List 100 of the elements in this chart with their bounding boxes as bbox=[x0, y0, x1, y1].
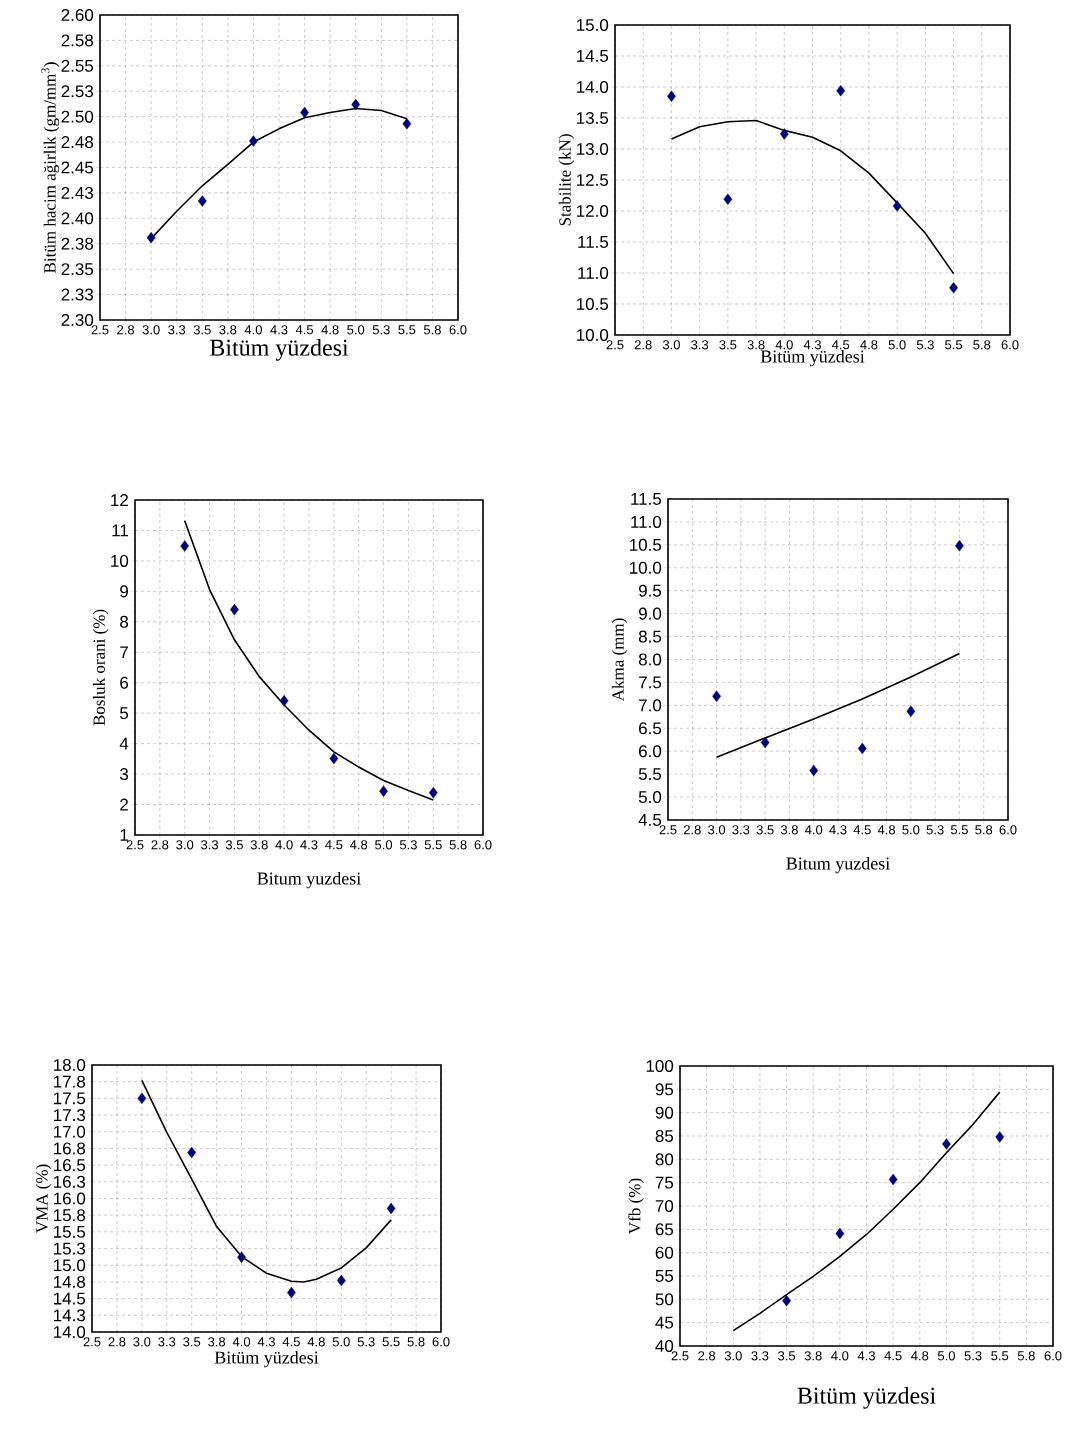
x-tick-label: 5.8 bbox=[1017, 1351, 1035, 1361]
point bbox=[386, 1202, 396, 1215]
x-tick-label: 3.3 bbox=[691, 340, 709, 350]
y-tick-label: 6.0 bbox=[639, 745, 662, 758]
point bbox=[336, 1274, 346, 1287]
x-tick-label: 3.3 bbox=[158, 1337, 176, 1347]
y-tick-label: 12 bbox=[111, 494, 128, 506]
y-tick-label: 2.43 bbox=[61, 186, 94, 199]
x-tick-label: 3.0 bbox=[662, 340, 680, 350]
y-tick-label: 16.5 bbox=[54, 1159, 86, 1172]
x-tick-label: 6.0 bbox=[1044, 1351, 1062, 1361]
x-tick-label: 2.5 bbox=[91, 325, 109, 335]
x-tick-label: 2.5 bbox=[659, 825, 677, 835]
x-tick-label: 2.8 bbox=[698, 1351, 716, 1361]
x-tick-label: 4.3 bbox=[803, 340, 821, 350]
y-tick-label: 55 bbox=[655, 1270, 674, 1282]
point bbox=[779, 128, 789, 140]
x-tick-label: 5.5 bbox=[991, 1351, 1009, 1361]
y-tick-label: 15.3 bbox=[54, 1242, 86, 1255]
y-tick-label: 8.5 bbox=[638, 630, 662, 643]
y-tick-label: 16.0 bbox=[54, 1192, 86, 1205]
x-tick-label: 6.0 bbox=[1001, 340, 1019, 350]
y-tick-label: 8 bbox=[120, 615, 129, 628]
x-tick-label: 3.3 bbox=[751, 1351, 769, 1361]
point bbox=[760, 736, 770, 749]
x-tick-label: 5.3 bbox=[372, 325, 390, 335]
y-tick-label: 7.0 bbox=[639, 699, 662, 712]
x-tick-label: 4.0 bbox=[244, 325, 262, 335]
point bbox=[187, 1146, 197, 1159]
y-tick-label: 2.58 bbox=[61, 34, 94, 47]
x-tick-label: 3.5 bbox=[756, 825, 774, 835]
x-tick-label: 3.3 bbox=[168, 325, 186, 335]
y-tick-label: 11.5 bbox=[631, 493, 662, 505]
y-tick-label: 14.5 bbox=[54, 1292, 86, 1305]
y-tick-label: 2.35 bbox=[61, 263, 94, 276]
point bbox=[379, 785, 388, 797]
y-tick-label: 17.3 bbox=[54, 1109, 86, 1122]
point bbox=[146, 231, 156, 244]
y-tick-label: 1 bbox=[120, 829, 128, 841]
y-tick-label: 6.5 bbox=[639, 722, 662, 735]
y-tick-label: 9 bbox=[120, 585, 128, 598]
x-tick-label: 5.0 bbox=[888, 340, 906, 350]
x-tick-label: 3.0 bbox=[133, 1337, 151, 1347]
point bbox=[197, 195, 207, 207]
x-tick-label: 3.8 bbox=[804, 1351, 822, 1361]
x-tick-label: 4.5 bbox=[325, 840, 343, 850]
x-axis-title: Bitüm yüzdesi bbox=[797, 1386, 936, 1409]
x-tick-label: 5.5 bbox=[945, 340, 963, 350]
point bbox=[809, 764, 819, 777]
x-tick-label: 5.5 bbox=[950, 825, 968, 835]
x-tick-label: 5.5 bbox=[424, 840, 442, 850]
y-tick-label: 8.0 bbox=[638, 653, 662, 666]
x-tick-label: 2.8 bbox=[634, 340, 652, 350]
x-tick-label: 5.0 bbox=[937, 1351, 955, 1361]
y-tick-label: 9.0 bbox=[638, 607, 662, 620]
y-tick-label: 17.8 bbox=[54, 1075, 86, 1088]
y-tick-label: 2.33 bbox=[61, 288, 94, 301]
x-tick-label: 5.3 bbox=[964, 1351, 982, 1361]
x-tick-label: 3.3 bbox=[201, 840, 219, 850]
x-tick-label: 6.0 bbox=[999, 825, 1017, 835]
x-tick-label: 5.8 bbox=[975, 825, 993, 835]
y-tick-label: 14.8 bbox=[54, 1275, 86, 1288]
x-tick-label: 5.8 bbox=[423, 325, 441, 335]
x-tick-label: 3.8 bbox=[219, 325, 237, 335]
x-tick-label: 2.8 bbox=[117, 325, 135, 335]
x-tick-label: 3.8 bbox=[780, 825, 798, 835]
point bbox=[712, 690, 721, 702]
y-tick-label: 17.5 bbox=[54, 1092, 86, 1105]
y-tick-label: 15.5 bbox=[54, 1225, 86, 1238]
x-tick-label: 4.3 bbox=[257, 1337, 275, 1347]
y-axis-title: Vfb (%) bbox=[628, 1178, 644, 1234]
x-tick-label: 4.0 bbox=[232, 1337, 251, 1347]
line-series bbox=[715, 652, 961, 758]
point bbox=[351, 98, 361, 111]
y-tick-label: 5 bbox=[120, 707, 129, 720]
y-tick-label: 5.5 bbox=[638, 768, 662, 781]
x-tick-label: 4.5 bbox=[831, 340, 850, 350]
y-tick-label: 3 bbox=[119, 768, 129, 781]
y-tick-label: 2.48 bbox=[61, 136, 94, 149]
x-tick-label: 4.0 bbox=[831, 1351, 849, 1361]
y-tick-label: 6 bbox=[120, 676, 129, 689]
x-tick-label: 5.3 bbox=[357, 1337, 375, 1347]
x-tick-label: 3.3 bbox=[732, 825, 750, 835]
y-tick-label: 13.5 bbox=[577, 111, 609, 125]
x-tick-label: 4.0 bbox=[804, 825, 823, 835]
point bbox=[279, 694, 289, 707]
x-tick-label: 4.8 bbox=[911, 1351, 929, 1361]
y-tick-label: 16.3 bbox=[54, 1175, 86, 1188]
x-tick-label: 4.5 bbox=[884, 1351, 902, 1361]
x-tick-label: 3.5 bbox=[193, 325, 211, 335]
y-axis-title: Stabilite (kN) bbox=[558, 134, 575, 226]
x-tick-label: 5.8 bbox=[449, 840, 467, 850]
x-tick-label: 5.3 bbox=[926, 825, 944, 835]
y-tick-label: 2.38 bbox=[61, 237, 94, 250]
y-tick-label: 14.5 bbox=[577, 50, 609, 62]
x-tick-label: 4.8 bbox=[860, 340, 878, 350]
y-tick-label: 13.0 bbox=[577, 142, 609, 156]
x-tick-label: 5.5 bbox=[382, 1337, 400, 1347]
x-tick-label: 6.0 bbox=[449, 325, 467, 335]
point bbox=[723, 193, 733, 205]
